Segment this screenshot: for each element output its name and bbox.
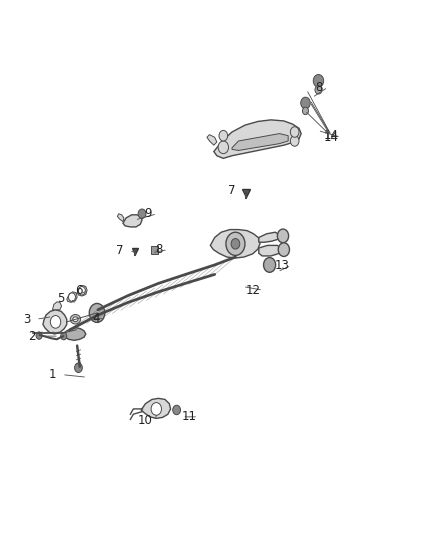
Circle shape <box>264 257 276 272</box>
Circle shape <box>173 405 180 415</box>
Text: 7: 7 <box>228 183 236 197</box>
Ellipse shape <box>70 314 81 324</box>
Text: 10: 10 <box>138 414 153 427</box>
Text: 8: 8 <box>315 80 322 94</box>
Circle shape <box>301 97 310 109</box>
Polygon shape <box>141 398 170 418</box>
Text: 12: 12 <box>246 284 261 297</box>
Circle shape <box>278 243 290 256</box>
Circle shape <box>36 332 42 340</box>
Polygon shape <box>67 292 77 302</box>
Circle shape <box>277 229 289 243</box>
Text: 7: 7 <box>116 244 123 257</box>
Polygon shape <box>64 328 86 341</box>
Polygon shape <box>117 214 124 222</box>
Text: 14: 14 <box>324 131 339 144</box>
Circle shape <box>218 141 229 154</box>
Circle shape <box>50 316 61 328</box>
Circle shape <box>68 293 75 301</box>
Polygon shape <box>259 245 282 256</box>
Text: 5: 5 <box>57 292 65 305</box>
Polygon shape <box>232 134 288 150</box>
Polygon shape <box>123 215 142 227</box>
Polygon shape <box>214 120 301 158</box>
Text: 9: 9 <box>144 207 152 220</box>
Circle shape <box>219 131 228 141</box>
Circle shape <box>74 363 82 373</box>
Circle shape <box>61 333 67 340</box>
Text: 4: 4 <box>92 312 99 325</box>
Text: 14: 14 <box>324 129 339 142</box>
Text: 3: 3 <box>23 313 30 326</box>
Polygon shape <box>259 232 279 242</box>
Circle shape <box>89 303 105 322</box>
Polygon shape <box>77 286 87 296</box>
Text: 13: 13 <box>274 259 289 272</box>
Circle shape <box>303 107 308 115</box>
Circle shape <box>315 86 322 94</box>
Circle shape <box>290 136 299 146</box>
Ellipse shape <box>73 317 78 321</box>
Polygon shape <box>43 310 67 334</box>
Polygon shape <box>210 230 260 258</box>
Text: 8: 8 <box>155 243 162 256</box>
Circle shape <box>231 239 240 249</box>
Circle shape <box>226 232 245 255</box>
Text: 6: 6 <box>75 284 82 297</box>
Bar <box>151 246 158 254</box>
Circle shape <box>290 127 299 138</box>
Text: 1: 1 <box>49 368 56 381</box>
Polygon shape <box>53 302 62 310</box>
Circle shape <box>313 75 324 87</box>
Polygon shape <box>207 135 217 145</box>
Circle shape <box>151 402 162 415</box>
Text: 2: 2 <box>28 329 36 343</box>
Text: 11: 11 <box>181 410 196 423</box>
Circle shape <box>138 209 146 219</box>
Circle shape <box>78 287 85 295</box>
